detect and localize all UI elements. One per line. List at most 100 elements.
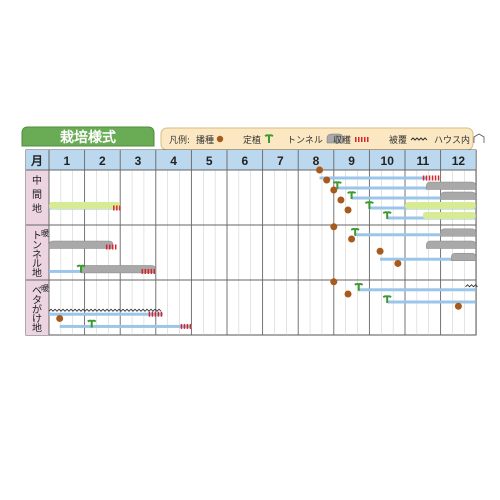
cover-wave	[465, 284, 478, 288]
harvest-mark	[113, 205, 115, 211]
growth-line	[387, 300, 476, 304]
month-label-1: 1	[63, 154, 70, 168]
schedule-row	[376, 247, 477, 261]
planting-mark	[354, 282, 364, 291]
schedule-row	[330, 278, 478, 292]
harvest-mark	[157, 311, 160, 317]
planting-mark	[382, 295, 392, 303]
chart-title: 栽培様式	[60, 129, 116, 146]
section-sublabel-betagake: 暖	[41, 284, 49, 293]
section-label-middle: 地	[32, 202, 42, 215]
harvest-mark	[151, 311, 154, 317]
schedule-row	[49, 196, 476, 211]
section-label-betagake: が	[32, 303, 42, 316]
growth-line	[380, 257, 476, 261]
section-label-tunnel: ト	[32, 231, 42, 242]
tunnel-bar	[451, 252, 477, 261]
sowing-dot	[344, 290, 352, 298]
planting-mark	[76, 264, 86, 273]
harvest-mark	[431, 175, 434, 181]
harvest-marks-icon	[355, 137, 369, 142]
section-label-betagake: ベ	[32, 285, 42, 297]
harvest-mark	[116, 205, 118, 211]
legend-label-seedling: 定植	[243, 134, 261, 146]
section-label-betagake: け	[32, 313, 42, 325]
harvest-mark	[105, 244, 108, 250]
sowing-dot	[56, 314, 64, 322]
greenhouse-icon	[473, 133, 485, 143]
greenhouse-bar	[405, 202, 476, 209]
greenhouse-bar	[49, 202, 121, 209]
title-tab	[21, 126, 155, 147]
tunnel-bar	[440, 191, 477, 200]
schedule-rows	[48, 166, 478, 329]
legend-label-harvest-marks: 収穫	[333, 134, 351, 146]
row-label-column	[26, 170, 49, 335]
sowing-dot	[337, 196, 345, 204]
section-label-middle: 中	[32, 174, 42, 187]
month-label-8: 8	[313, 154, 320, 168]
harvest-mark	[434, 175, 437, 181]
sowing-dot	[376, 247, 384, 255]
planting-mark	[364, 201, 374, 209]
month-label-11: 11	[416, 154, 429, 168]
legend-prefix: 凡例:	[169, 134, 190, 146]
sowing-dot-icon	[216, 135, 224, 143]
schedule-row	[48, 302, 462, 317]
sowing-dot	[454, 302, 462, 310]
planting-mark	[332, 181, 342, 189]
planting-mark	[87, 319, 97, 328]
month-label-4: 4	[170, 154, 177, 168]
schedule-row	[344, 290, 476, 304]
sowing-dot	[330, 278, 338, 286]
section-label-tunnel: ン	[32, 240, 42, 251]
schedule-row	[316, 166, 440, 181]
month-labels: 1 2 3 4 5 6 7 8 9 10 11 12	[63, 154, 465, 168]
greenhouse-bar	[422, 212, 476, 219]
legend-label-sowing-dot: 播種	[196, 134, 214, 146]
section-label-betagake: タ	[32, 294, 42, 306]
cover-wave	[48, 308, 162, 312]
sowing-dot	[330, 223, 338, 231]
harvest-mark	[189, 323, 192, 329]
growth-line	[59, 324, 192, 328]
section-label-tunnel: ネ	[32, 249, 42, 261]
section-sublabel-tunnel: 暖	[41, 229, 49, 238]
seedling-icon	[264, 134, 274, 143]
harvest-mark	[119, 205, 121, 211]
growth-line	[49, 312, 163, 316]
month-label-5: 5	[206, 154, 213, 168]
tunnel-icon	[326, 133, 344, 144]
month-label-9: 9	[348, 154, 355, 168]
sowing-dot	[344, 206, 352, 214]
tunnel-bar	[426, 181, 477, 190]
schedule-row	[330, 223, 477, 237]
schedule-row	[323, 176, 477, 190]
harvest-mark	[153, 268, 156, 274]
planting-mark	[382, 211, 392, 219]
harvest-mark	[437, 175, 440, 181]
month-label-2: 2	[99, 154, 106, 168]
month-label-6: 6	[241, 154, 248, 168]
schedule-row	[49, 259, 402, 274]
legend: 凡例: 播種 定植 トンネル 収穫 被覆 ハウス内	[169, 133, 485, 146]
sowing-dot	[323, 176, 331, 184]
harvest-mark	[154, 311, 157, 317]
month-header-label: 月	[30, 154, 43, 168]
month-label-10: 10	[381, 154, 395, 168]
schedule-row	[344, 206, 476, 220]
wave-icon	[410, 137, 428, 141]
harvest-mark	[147, 268, 150, 274]
schedule-row	[48, 235, 477, 250]
month-label-12: 12	[452, 154, 466, 168]
sowing-dot	[330, 186, 338, 194]
planting-mark	[350, 227, 360, 236]
section-label-tunnel: ル	[32, 259, 42, 270]
harvest-mark	[144, 268, 147, 274]
harvest-mark	[141, 268, 144, 274]
growth-line	[319, 176, 427, 180]
harvest-mark	[422, 175, 425, 181]
growth-line	[355, 233, 476, 237]
